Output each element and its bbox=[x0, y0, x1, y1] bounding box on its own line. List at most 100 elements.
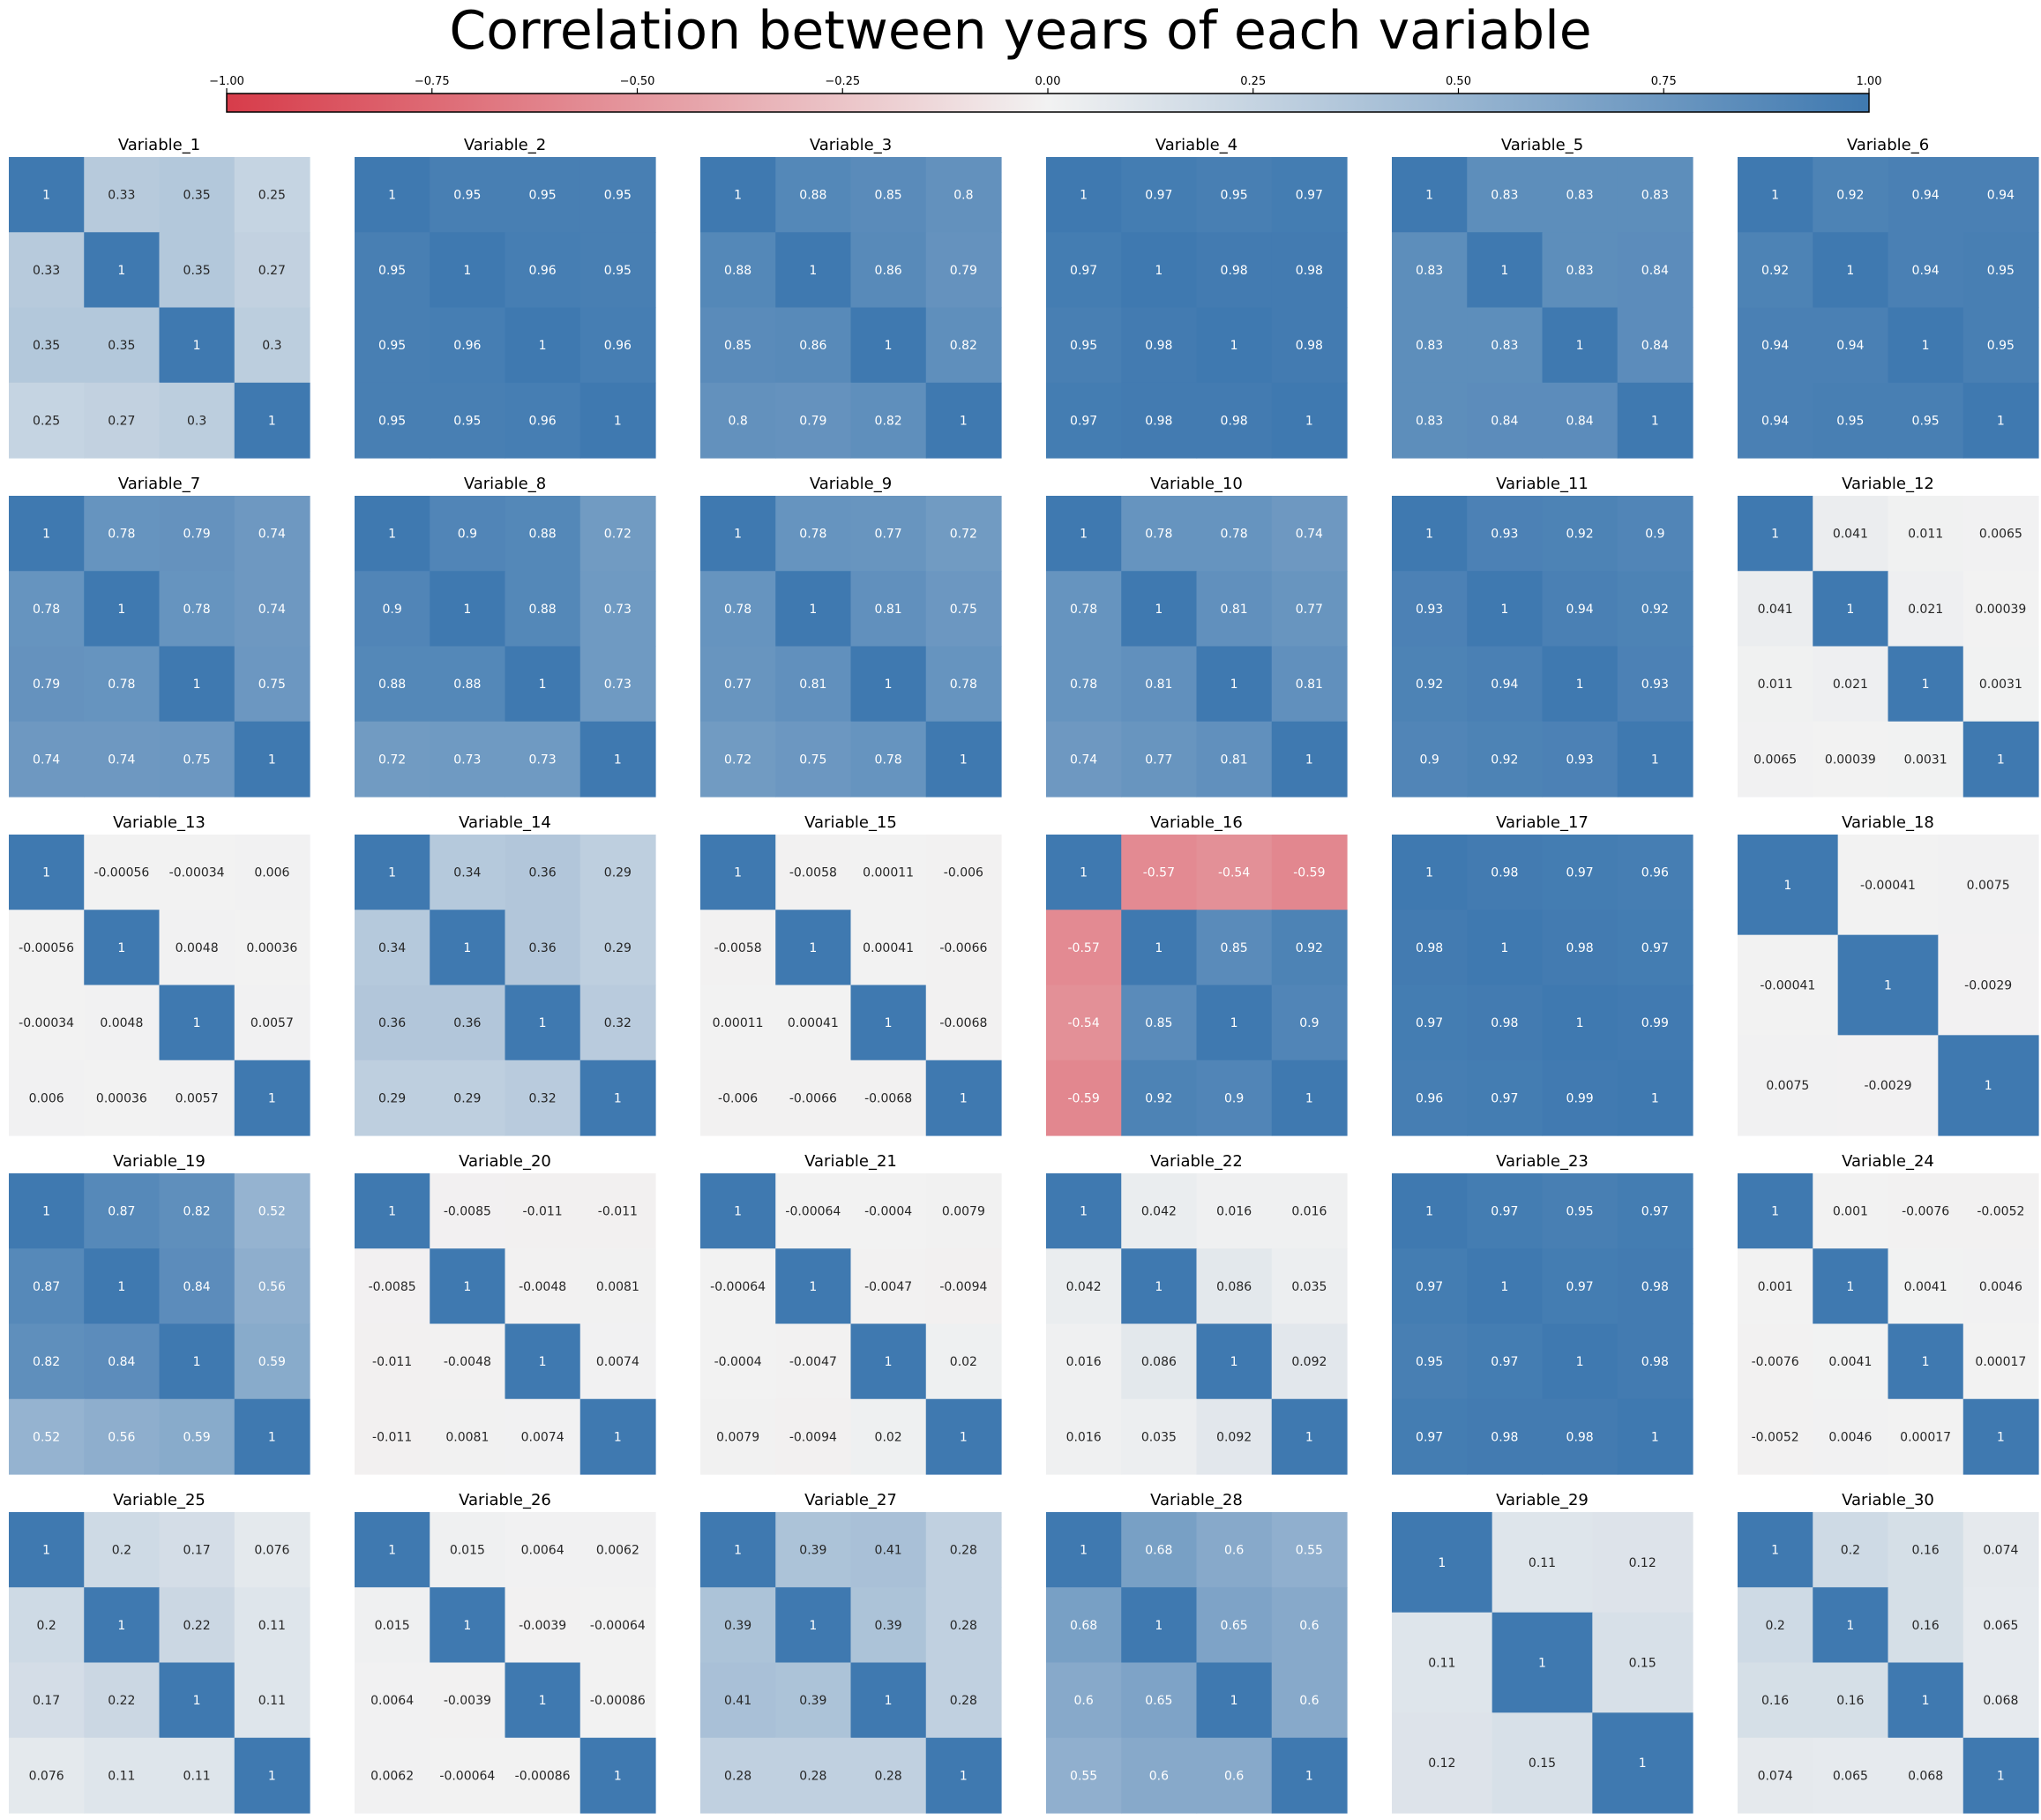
cell-value-label: 0.78 bbox=[1221, 528, 1248, 542]
cell-value-label: -0.57 bbox=[1068, 941, 1100, 955]
heatmap-cell bbox=[775, 157, 852, 233]
cell-value-label: 0.22 bbox=[108, 1694, 135, 1708]
heatmap-cell bbox=[1888, 496, 1964, 572]
cell-value-label: 0.59 bbox=[183, 1430, 211, 1444]
heatmap-cell bbox=[1271, 910, 1348, 986]
cell-value-label: 1 bbox=[388, 866, 396, 880]
cell-value-label: -0.0047 bbox=[789, 1355, 837, 1369]
cell-value-label: 1 bbox=[1576, 1355, 1584, 1369]
cell-value-label: 0.2 bbox=[1841, 1544, 1860, 1558]
cell-value-label: 0.086 bbox=[1141, 1355, 1177, 1369]
cell-value-label: 0.96 bbox=[529, 414, 557, 428]
cell-value-label: 0.78 bbox=[1070, 678, 1097, 692]
cell-value-label: 0.95 bbox=[378, 339, 406, 353]
heatmap-cell bbox=[1271, 646, 1348, 723]
heatmap-cell bbox=[700, 835, 776, 910]
colorbar-ticks: −1.00 −0.75 −0.50 −0.25 0.00 0.25 0.50 0.75 1.00 bbox=[209, 75, 1881, 94]
heatmap-cell bbox=[925, 1248, 1002, 1325]
cell-value-label: 0.97 bbox=[1145, 189, 1172, 203]
cell-value-label: 1 bbox=[1305, 414, 1313, 428]
cell-value-label: 0.3 bbox=[187, 414, 206, 428]
cell-value-label: 1 bbox=[1425, 189, 1433, 203]
cell-value-label: 0.95 bbox=[1987, 264, 2015, 278]
heatmap-cell bbox=[775, 382, 852, 459]
heatmap-cell bbox=[1196, 1662, 1273, 1739]
heatmap-cell bbox=[700, 1248, 776, 1325]
heatmap-cell bbox=[159, 496, 236, 572]
heatmap-cell bbox=[1962, 1587, 2039, 1664]
cell-value-label: 1 bbox=[1771, 528, 1779, 542]
heatmap-cell bbox=[700, 910, 776, 986]
cell-value-label: 0.6 bbox=[1299, 1619, 1319, 1633]
heatmap-cell bbox=[1196, 1512, 1273, 1588]
heatmap-cell bbox=[1046, 835, 1122, 910]
cell-value-label: 0.28 bbox=[799, 1769, 826, 1783]
cell-value-label: -0.0094 bbox=[939, 1280, 987, 1294]
cell-value-label: 0.15 bbox=[1529, 1756, 1556, 1771]
cell-value-label: 0.0081 bbox=[445, 1430, 489, 1444]
cell-value-label: 0.15 bbox=[1629, 1657, 1656, 1671]
cell-value-label: -0.0058 bbox=[789, 866, 837, 880]
cell-value-label: 0.72 bbox=[604, 528, 632, 542]
heatmap-cell bbox=[1813, 1173, 1889, 1249]
cell-value-label: 0.33 bbox=[33, 264, 60, 278]
cell-value-label: 0.97 bbox=[1566, 1280, 1594, 1294]
panel-title: Variable_23 bbox=[1496, 1152, 1589, 1171]
cell-value-label: 0.2 bbox=[36, 1619, 56, 1633]
heatmap-cell bbox=[1046, 1512, 1122, 1588]
cell-value-label: 0.94 bbox=[1491, 678, 1518, 692]
cell-value-label: 0.35 bbox=[108, 339, 135, 353]
cell-value-label: -0.011 bbox=[598, 1205, 638, 1219]
cell-value-label: 1 bbox=[734, 1205, 742, 1219]
heatmap-cell bbox=[505, 1737, 581, 1814]
heatmap-cell bbox=[700, 1173, 776, 1249]
cell-value-label: 1 bbox=[734, 866, 742, 880]
cell-value-label: 1 bbox=[388, 189, 396, 203]
panel-title: Variable_28 bbox=[1150, 1491, 1243, 1509]
cell-value-label: 0.95 bbox=[378, 414, 406, 428]
heatmap-panel: Variable_23 1 0.97 0.95 0.97 0.97 1 0.97 0.98 0.9… bbox=[1392, 1152, 1693, 1475]
heatmap-cell bbox=[1962, 1512, 2039, 1588]
cell-value-label: -0.0052 bbox=[1977, 1205, 2024, 1219]
heatmap-cell bbox=[234, 985, 310, 1061]
heatmap-cell bbox=[775, 571, 852, 648]
cell-value-label: 0.00017 bbox=[1900, 1430, 1951, 1444]
heatmap-cell bbox=[1467, 1248, 1544, 1325]
cell-value-label: 0.3 bbox=[262, 339, 281, 353]
cell-value-label: 1 bbox=[734, 189, 742, 203]
cell-value-label: 0.72 bbox=[724, 753, 751, 767]
panel-title: Variable_17 bbox=[1496, 813, 1589, 832]
cell-value-label: 0.25 bbox=[33, 414, 60, 428]
heatmap-cell bbox=[1046, 910, 1122, 986]
cell-value-label: 0.78 bbox=[1145, 528, 1172, 542]
cell-value-label: 0.068 bbox=[1908, 1769, 1943, 1783]
cell-value-label: 0.035 bbox=[1141, 1430, 1177, 1444]
heatmap-cell bbox=[925, 646, 1002, 723]
heatmap-cell bbox=[430, 496, 506, 572]
cell-value-label: -0.0085 bbox=[369, 1280, 416, 1294]
cell-value-label: 1 bbox=[463, 264, 471, 278]
heatmap-cell bbox=[1888, 1737, 1964, 1814]
heatmap-cell bbox=[850, 232, 927, 309]
heatmap-cell bbox=[430, 646, 506, 723]
heatmap-cell bbox=[1738, 1662, 1813, 1739]
heatmap-cell bbox=[1392, 157, 1468, 233]
cell-value-label: 1 bbox=[1155, 1619, 1163, 1633]
cell-value-label: 0.11 bbox=[258, 1619, 286, 1633]
cell-value-label: 1 bbox=[1155, 941, 1163, 955]
heatmap-cell bbox=[1542, 910, 1619, 986]
heatmap-cell bbox=[1121, 985, 1198, 1061]
heatmap-cell bbox=[1617, 1173, 1693, 1249]
cell-value-label: 0.36 bbox=[453, 1016, 481, 1030]
cell-value-label: 0.86 bbox=[875, 264, 902, 278]
cell-value-label: 0.9 bbox=[1419, 753, 1439, 767]
heatmap-panel: Variable_30 1 0.2 0.16 0.074 0.2 1 0.16 0.065 0.1… bbox=[1738, 1491, 2039, 1814]
cell-value-label: -0.006 bbox=[718, 1091, 758, 1105]
cell-value-label: 1 bbox=[539, 1016, 547, 1030]
heatmap-cell bbox=[430, 1512, 506, 1588]
heatmap-cell bbox=[430, 1398, 506, 1475]
cell-value-label: 1 bbox=[42, 189, 50, 203]
cell-value-label: 0.11 bbox=[1529, 1556, 1556, 1570]
heatmap-cell bbox=[159, 1173, 236, 1249]
heatmap-cell bbox=[1813, 1512, 1889, 1588]
